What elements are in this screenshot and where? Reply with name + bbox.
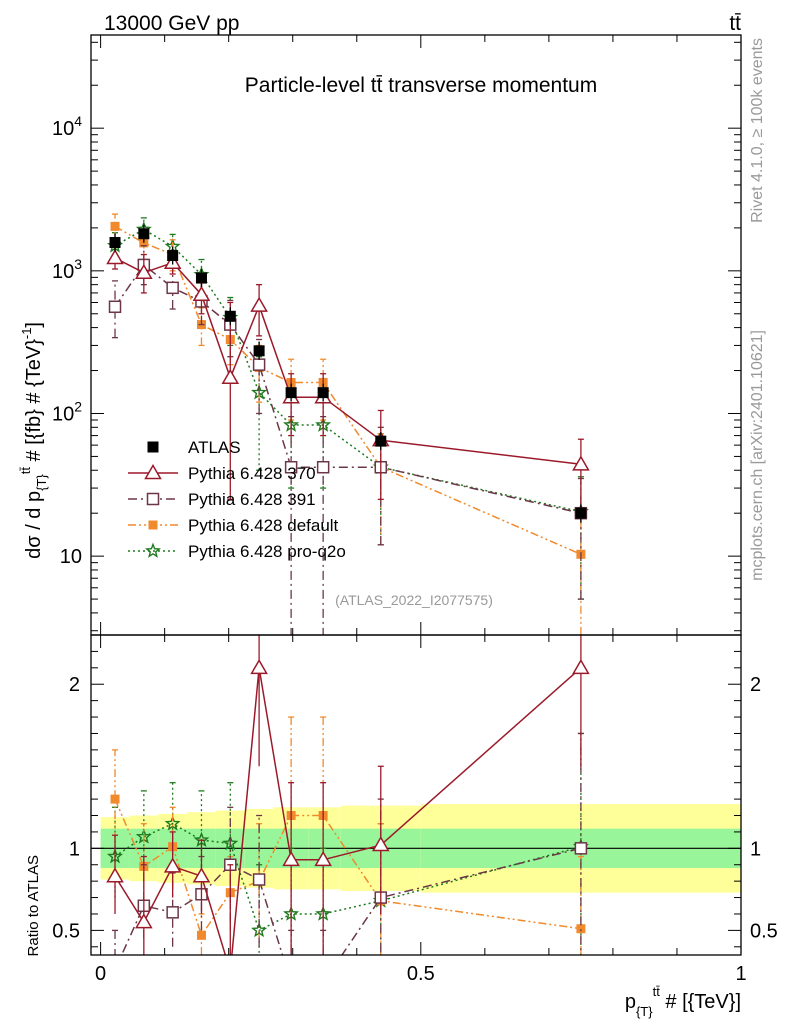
triangle-marker [106, 867, 124, 883]
legend-label: ATLAS [188, 438, 241, 457]
x-tick-label: 0 [95, 963, 106, 985]
open-square-marker [166, 281, 179, 295]
process-label: tt̄ [729, 12, 741, 35]
data-marker [285, 387, 297, 399]
y-tick-label: 10 [60, 546, 82, 568]
data-marker [224, 310, 236, 322]
data-marker [167, 250, 179, 262]
data-marker [138, 228, 150, 240]
open-square-marker [316, 460, 330, 474]
data-marker [109, 236, 121, 248]
series-line [114, 257, 581, 466]
plot-title: Particle-level tt̄ transverse momentum [245, 74, 597, 97]
triangle-marker [572, 658, 590, 675]
ratio-line [114, 798, 582, 937]
ratio-group-0 [106, 635, 590, 977]
data-marker [317, 387, 329, 399]
open-square-marker [146, 492, 160, 506]
filled-square-marker [139, 238, 149, 248]
data-marker [575, 507, 587, 519]
triangle-marker [223, 964, 238, 977]
ratio-tick-label-right: 2 [750, 674, 761, 696]
rivet-version-label: Rivet 4.1.0, ≥ 100k events [749, 38, 766, 223]
ratio-tick-label-right: 0.5 [750, 920, 778, 942]
triangle-marker [371, 836, 390, 852]
legend-entry: Pythia 6.428 391 [128, 490, 316, 509]
data-marker [253, 345, 265, 357]
filled-square-marker [110, 221, 120, 231]
series-line [114, 263, 582, 514]
triangle-marker [163, 857, 182, 873]
open-square-marker [284, 460, 298, 474]
x-tick-label: 0.5 [407, 963, 435, 985]
legend: ATLAS Pythia 6.428 370 Pythia 6.428 391 Pyt… [128, 438, 346, 561]
open-square-marker [108, 300, 122, 314]
y-tick-label: 102 [52, 398, 82, 425]
data-marker [147, 441, 159, 453]
legend-entry: Pythia 6.428 default [128, 516, 339, 535]
triangle-marker [144, 463, 162, 480]
triangle-marker [192, 285, 211, 301]
triangle-marker [221, 368, 240, 385]
y-tick-label: 104 [52, 113, 82, 140]
ratio-tick-label-left: 2 [69, 674, 80, 696]
legend-label: Pythia 6.428 391 [188, 490, 316, 509]
star-marker [222, 834, 239, 851]
triangle-marker [314, 850, 332, 867]
legend-label: Pythia 6.428 default [188, 516, 339, 535]
legend-entry: ATLAS [147, 438, 241, 457]
ratio-line [114, 822, 582, 932]
star-marker [144, 542, 162, 558]
open-square-marker [574, 842, 588, 855]
x-axis-title: p{T}tt̄ # [{TeV}] [625, 984, 741, 1019]
mcplots-label: mcplots.cern.ch [arXiv:2401.10621] [749, 330, 766, 581]
legend-entry: Pythia 6.428 pro-q2o [128, 542, 346, 561]
ratio-tick-label-left: 0.5 [52, 920, 80, 942]
triangle-marker [250, 296, 268, 312]
data-marker [195, 272, 207, 284]
series-line [114, 225, 582, 555]
open-square-marker [110, 964, 121, 975]
open-square-marker [286, 977, 297, 988]
analysis-id-label: (ATLAS_2022_I2077575) [335, 592, 493, 608]
triangle-marker [572, 455, 590, 471]
open-square-marker [318, 977, 329, 988]
filled-square-marker [110, 794, 120, 804]
energy-label: 13000 GeV pp [104, 12, 239, 35]
filled-square-marker [196, 930, 206, 940]
filled-square-marker [148, 520, 158, 530]
triangle-marker [282, 850, 300, 867]
ratio-tick-label-right: 1 [750, 838, 761, 860]
legend-entry: Pythia 6.428 370 [128, 463, 316, 483]
x-tick-label: 1 [735, 963, 746, 985]
star-marker [164, 815, 181, 831]
open-square-marker [252, 873, 266, 886]
triangle-marker [135, 263, 153, 279]
open-square-marker [252, 358, 266, 371]
triangle-marker [106, 249, 124, 265]
series-group-2 [110, 213, 586, 635]
triangle-marker [250, 658, 268, 675]
data-series-group [109, 224, 587, 523]
y-tick-label: 103 [52, 256, 82, 283]
main-series-layer [106, 213, 590, 635]
open-square-marker [166, 906, 179, 919]
triangle-marker [192, 867, 211, 883]
ratio-tick-label-left: 1 [69, 838, 80, 860]
y-axis-title: dσ / d p{T}tt̄ # [{fb} # {TeV}-1] [18, 322, 49, 559]
data-marker [375, 435, 387, 447]
ratio-series-layer [106, 635, 590, 988]
ratio-axis-title: Ratio to ATLAS [25, 855, 42, 956]
series-line [114, 228, 582, 513]
ratio-line [120, 847, 582, 955]
filled-square-marker [576, 924, 586, 934]
triangle-marker [135, 913, 153, 929]
legend-label: Pythia 6.428 pro-q2o [188, 542, 346, 561]
ratio-panel-frame [90, 634, 742, 956]
legend-label: Pythia 6.428 370 [188, 464, 316, 483]
series-group-0 [106, 246, 590, 514]
ratio-line [114, 667, 582, 955]
